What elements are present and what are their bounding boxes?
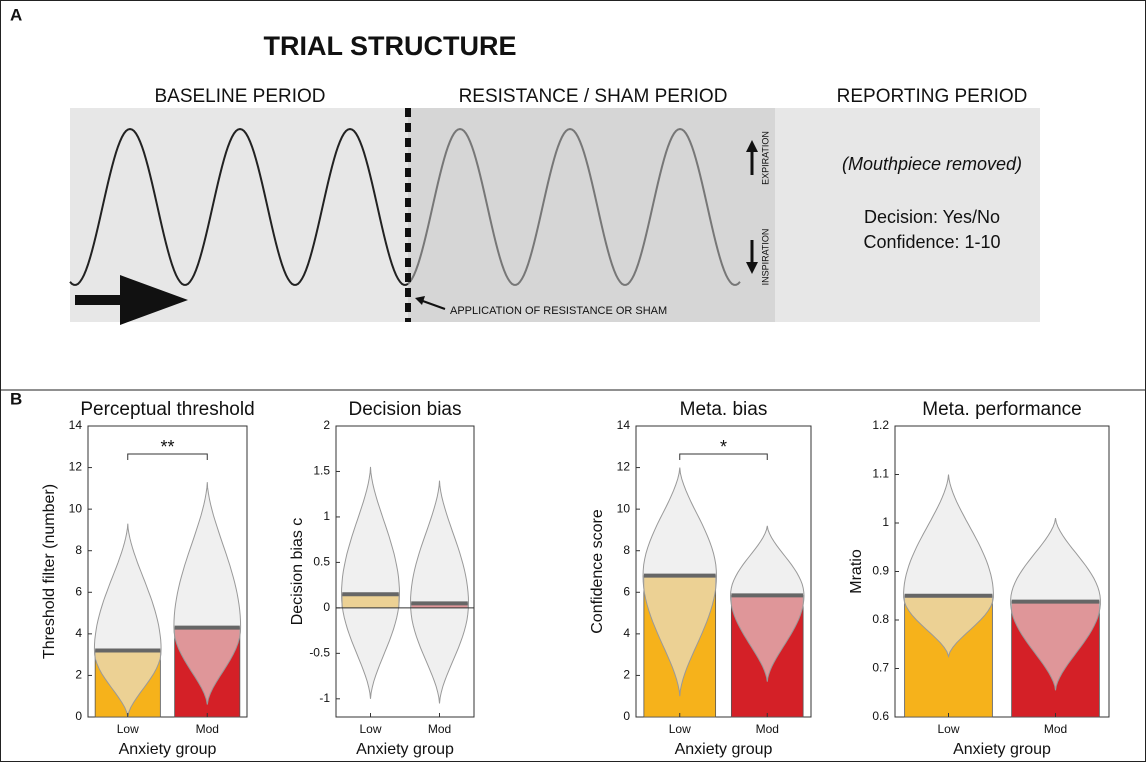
panel-label: A <box>10 5 22 24</box>
y-tick-label: 2 <box>75 668 82 682</box>
y-tick-label: 0.7 <box>872 661 889 675</box>
violin <box>340 466 401 699</box>
x-tick-label: Low <box>359 722 381 736</box>
breathing-wave <box>407 127 741 286</box>
x-axis-label: Anxiety group <box>953 741 1051 758</box>
expiration-label: EXPIRATION <box>760 131 770 185</box>
y-tick-label: 14 <box>69 418 83 432</box>
diagram-title: TRIAL STRUCTURE <box>264 31 517 61</box>
panel-label: B <box>10 389 22 408</box>
violin <box>642 467 718 697</box>
y-tick-label: 1.5 <box>313 464 330 478</box>
inspiration-arrow-head <box>746 262 758 274</box>
breathing-wave <box>69 127 409 286</box>
y-tick-label: 14 <box>617 418 631 432</box>
x-axis-label: Anxiety group <box>119 741 217 758</box>
report-note: (Mouthpiece removed) <box>842 154 1022 174</box>
significance-bracket <box>679 453 768 460</box>
x-axis-label: Anxiety group <box>675 741 773 758</box>
y-axis-label: Decision bias c <box>289 518 306 626</box>
y-tick-label: 6 <box>75 584 82 598</box>
violin <box>409 480 470 704</box>
y-axis-label: Mratio <box>848 549 865 594</box>
annotation: APPLICATION OF RESISTANCE OR SHAM <box>450 305 667 317</box>
y-tick-label: 8 <box>75 543 82 557</box>
violin <box>173 482 242 705</box>
period-label: RESISTANCE / SHAM PERIOD <box>459 86 728 107</box>
period-label: BASELINE PERIOD <box>154 86 325 107</box>
y-tick-label: 0 <box>623 709 630 723</box>
y-tick-label: 1.2 <box>872 418 889 432</box>
y-tick-label: 12 <box>617 460 631 474</box>
significance-label: ** <box>160 437 174 457</box>
x-tick-label: Mod <box>1044 722 1067 736</box>
y-tick-label: 8 <box>623 543 630 557</box>
x-tick-label: Low <box>669 722 691 736</box>
time-arrow-head <box>120 275 188 325</box>
x-tick-label: Low <box>937 722 959 736</box>
y-tick-label: 0 <box>75 709 82 723</box>
y-tick-label: 0.6 <box>872 709 889 723</box>
y-tick-label: 1 <box>323 509 330 523</box>
y-tick-label: -1 <box>319 691 330 705</box>
y-tick-label: 10 <box>69 501 83 515</box>
resistance-background <box>408 108 775 322</box>
significance-bracket <box>127 453 208 460</box>
chart-title: Meta. performance <box>922 399 1081 420</box>
chart-title: Meta. bias <box>680 399 768 420</box>
y-tick-label: 2 <box>323 418 330 432</box>
x-tick-label: Mod <box>196 722 219 736</box>
pointer-arrow-head <box>415 296 425 305</box>
y-tick-label: 10 <box>617 501 631 515</box>
x-tick-label: Mod <box>428 722 451 736</box>
y-tick-label: 1.1 <box>872 467 889 481</box>
y-tick-label: 0.9 <box>872 564 889 578</box>
report-text: Confidence: 1-10 <box>863 232 1000 252</box>
violin <box>903 474 994 659</box>
inspiration-label: INSPIRATION <box>760 229 770 286</box>
y-tick-label: 0 <box>323 600 330 614</box>
y-tick-label: 1 <box>882 515 889 529</box>
y-tick-label: 6 <box>623 584 630 598</box>
pointer-arrow <box>419 299 446 310</box>
y-tick-label: 12 <box>69 460 83 474</box>
y-tick-label: -0.5 <box>309 646 330 660</box>
significance-label: * <box>720 437 727 457</box>
y-axis-label: Confidence score <box>589 509 606 634</box>
y-tick-label: 0.5 <box>313 555 330 569</box>
x-tick-label: Mod <box>756 722 779 736</box>
y-tick-label: 4 <box>75 626 82 640</box>
report-text: Decision: Yes/No <box>864 207 1000 227</box>
expiration-arrow-head <box>746 140 758 152</box>
period-label: REPORTING PERIOD <box>837 86 1028 107</box>
chart-title: Decision bias <box>349 399 462 420</box>
y-axis-label: Threshold filter (number) <box>41 484 58 659</box>
y-tick-label: 0.8 <box>872 612 889 626</box>
y-tick-label: 4 <box>623 626 630 640</box>
violin <box>729 525 805 682</box>
x-axis-label: Anxiety group <box>356 741 454 758</box>
chart-title: Perceptual threshold <box>80 399 254 420</box>
y-tick-label: 2 <box>623 668 630 682</box>
violin <box>1010 518 1101 691</box>
x-tick-label: Low <box>117 722 139 736</box>
